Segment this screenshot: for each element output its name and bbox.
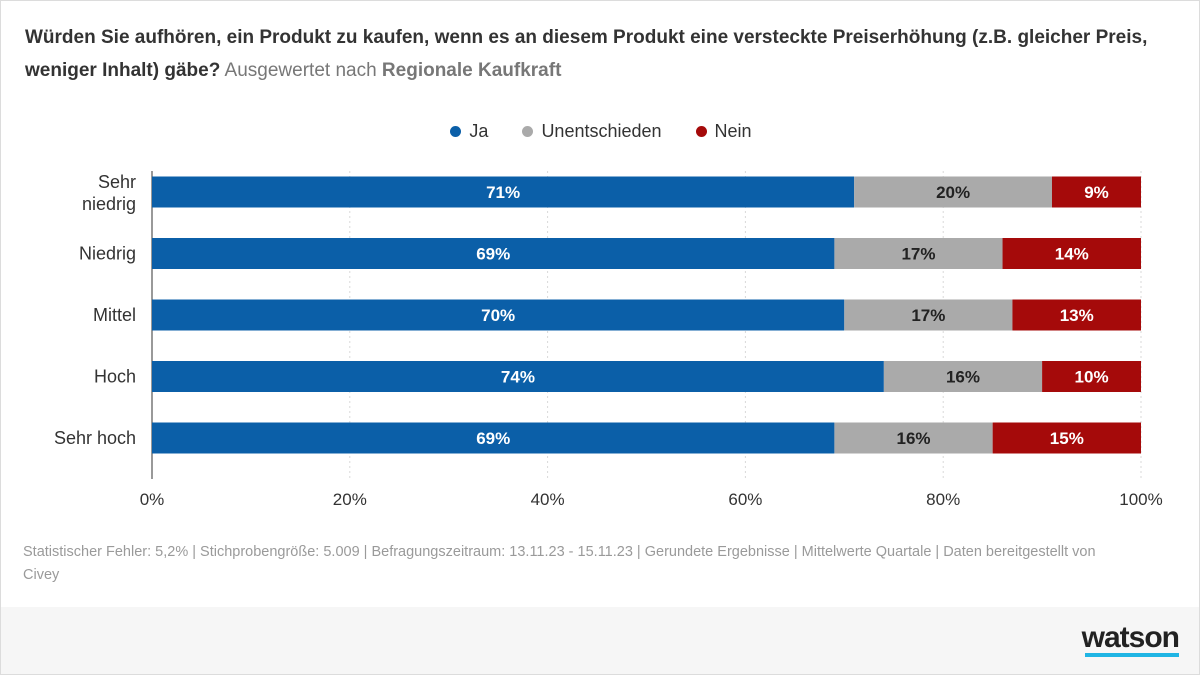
- data-label: 70%: [481, 306, 515, 325]
- category-label: Mittel: [93, 305, 136, 325]
- legend-dot-nein: [695, 126, 707, 137]
- legend-item-ja: Ja: [450, 121, 488, 142]
- data-label: 10%: [1075, 368, 1109, 387]
- legend-item-nein: Nein: [695, 121, 752, 142]
- x-tick-label: 60%: [728, 490, 762, 509]
- bar-segment: [992, 422, 1141, 454]
- x-tick-label: 80%: [926, 490, 960, 509]
- bar-segment: [834, 422, 993, 454]
- bar-segment: [152, 176, 855, 208]
- category-label: Niedrig: [79, 244, 136, 264]
- legend: Ja Unentschieden Nein: [1, 121, 1200, 142]
- data-label: 17%: [911, 306, 945, 325]
- bar-segment: [1042, 361, 1141, 392]
- footnote: Statistischer Fehler: 5,2% | Stichproben…: [23, 544, 1096, 583]
- data-label: 69%: [476, 245, 510, 264]
- data-label: 15%: [1050, 429, 1084, 448]
- bar-segment: [152, 422, 835, 454]
- footer-band: [1, 607, 1199, 674]
- data-label: 16%: [897, 429, 931, 448]
- legend-dot-unentschieden: [522, 126, 534, 137]
- title-question: Würden Sie aufhören, ein Produkt zu kauf…: [25, 27, 1148, 81]
- bar-segment: [883, 361, 1043, 392]
- bar-segment: [1002, 238, 1141, 269]
- bar-segment: [844, 299, 1013, 331]
- bar-segment: [834, 238, 1003, 269]
- category-label: Sehr niedrig: [82, 172, 136, 214]
- data-label: 14%: [1055, 245, 1089, 264]
- legend-label-unentschieden: Unentschieden: [541, 121, 662, 141]
- data-label: 16%: [946, 368, 980, 387]
- x-tick-label: 20%: [333, 490, 367, 509]
- bar-segment: [152, 299, 845, 331]
- title-subtitle-prefix: Ausgewertet nach: [224, 60, 377, 81]
- category-label: Sehr hoch: [54, 428, 136, 448]
- legend-dot-ja: [450, 126, 462, 137]
- watson-logo: watson: [1081, 621, 1180, 654]
- data-label: 17%: [901, 245, 935, 264]
- legend-label-ja: Ja: [469, 121, 489, 141]
- x-tick-label: 0%: [140, 490, 165, 509]
- category-label: Hoch: [94, 367, 136, 387]
- legend-item-unentschieden: Unentschieden: [522, 121, 662, 142]
- data-label: 69%: [476, 429, 510, 448]
- bar-segment: [1012, 299, 1141, 331]
- logo-underline: [1085, 653, 1179, 657]
- x-tick-label: 40%: [531, 490, 565, 509]
- data-label: 9%: [1084, 183, 1109, 202]
- x-tick-label: 100%: [1119, 490, 1162, 509]
- stacked-bar-chart: 0% 20% 40% 60% 80% 100% Sehr niedrig 71% 20% 9% Nie…: [54, 171, 1163, 509]
- data-label: 13%: [1060, 306, 1094, 325]
- bar-segment: [1051, 176, 1141, 208]
- bar-segment: [854, 176, 1052, 208]
- bar-segment: [152, 238, 835, 269]
- title-subtitle-bold: Regionale Kaufkraft: [381, 60, 562, 81]
- data-label: 20%: [936, 183, 970, 202]
- bar-segment: [152, 361, 884, 392]
- legend-label-nein: Nein: [714, 121, 752, 141]
- data-label: 71%: [486, 183, 520, 202]
- data-label: 74%: [501, 368, 535, 387]
- chart-title: Würden Sie aufhören, ein Produkt zu kauf…: [25, 21, 1175, 87]
